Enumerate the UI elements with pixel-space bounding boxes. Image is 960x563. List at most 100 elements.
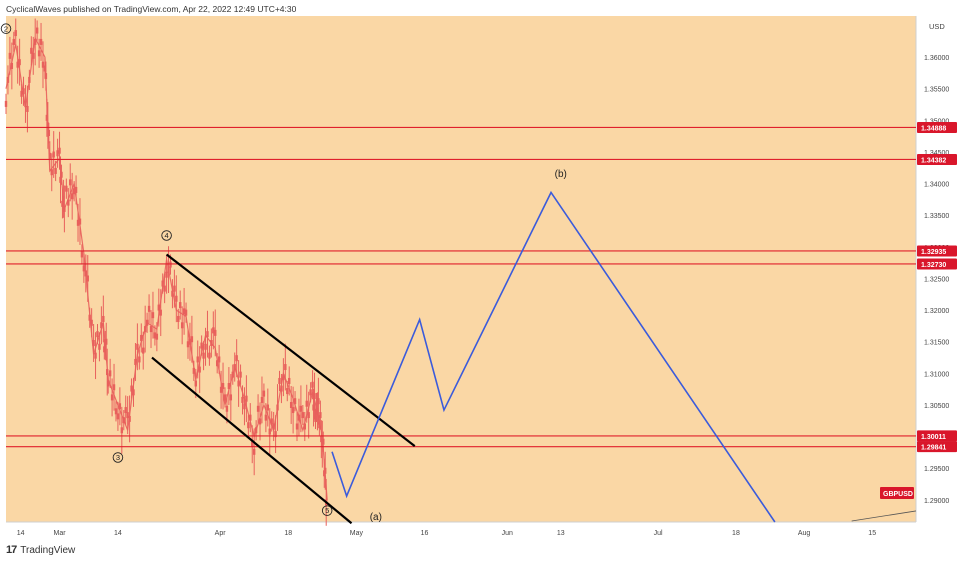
y-tick-label: 1.34500 xyxy=(924,150,949,157)
candle-body xyxy=(145,319,149,326)
candle-body xyxy=(186,341,190,348)
candle-body xyxy=(288,377,291,384)
candle-body xyxy=(110,394,114,401)
x-tick-label: Jun xyxy=(502,530,513,537)
candle-body xyxy=(47,130,51,137)
candle-body xyxy=(225,405,229,412)
candle-body xyxy=(78,218,82,225)
candle-body xyxy=(289,401,293,408)
candle-body xyxy=(28,76,31,83)
candle-body xyxy=(138,356,141,363)
candle-body xyxy=(210,340,213,347)
candle-body xyxy=(318,422,321,429)
candle-body xyxy=(293,398,297,405)
candle-body xyxy=(6,76,10,83)
candle-body xyxy=(229,394,233,401)
candle-body xyxy=(76,219,80,226)
y-tick-label: 1.32500 xyxy=(924,276,949,283)
y-tick-label: 1.35500 xyxy=(924,87,949,94)
candle-body xyxy=(297,414,301,421)
price-level-tag xyxy=(917,121,957,133)
candle-body xyxy=(155,333,159,340)
candle-body xyxy=(190,336,194,343)
y-tick-label: 1.31000 xyxy=(924,371,949,378)
brand-label: TradingView xyxy=(20,544,76,556)
candle-body xyxy=(303,423,306,430)
y-tick-label: 1.35000 xyxy=(924,118,949,125)
candle-body xyxy=(136,343,139,350)
candle-body xyxy=(161,280,164,287)
candle-body xyxy=(10,62,14,69)
price-level-tag xyxy=(917,153,957,165)
candle-body xyxy=(316,408,319,415)
x-tick-label: Aug xyxy=(798,530,811,537)
candle-body xyxy=(143,326,147,333)
trend-segment xyxy=(851,510,917,522)
candle-body xyxy=(130,385,133,392)
candle-body xyxy=(4,100,8,107)
candle-body xyxy=(291,407,295,414)
wave-label: 5 xyxy=(325,506,329,515)
candle-body xyxy=(96,331,99,338)
x-tick-label: 18 xyxy=(732,530,740,537)
candle-body xyxy=(202,352,205,359)
wave-label-circle xyxy=(161,230,172,241)
tradingview-footer[interactable]: 17 TradingView xyxy=(6,544,75,556)
candle-body xyxy=(212,327,215,334)
candle-body xyxy=(100,322,103,329)
candle-body xyxy=(147,305,151,312)
candle-body xyxy=(180,322,184,329)
candle-body xyxy=(163,285,166,292)
price-level-tag xyxy=(917,430,957,442)
candle-body xyxy=(299,405,303,412)
candle-body xyxy=(165,271,168,278)
candle-body xyxy=(134,358,137,365)
candle-body xyxy=(50,169,53,176)
plot-background xyxy=(6,16,916,522)
candle-body xyxy=(311,381,314,388)
channel-line xyxy=(151,356,353,525)
y-tick-label: 1.33500 xyxy=(924,213,949,220)
candle-body xyxy=(118,403,122,410)
candle-body xyxy=(74,186,78,193)
candle-body xyxy=(208,352,211,359)
price-level-tag xyxy=(917,441,957,453)
wave-label: (b) xyxy=(555,169,567,180)
wave-label: (a) xyxy=(370,512,382,523)
candle-body xyxy=(235,355,238,362)
candle-body xyxy=(260,396,264,403)
candle-body xyxy=(92,340,95,347)
candle-body xyxy=(132,389,135,396)
candle-body xyxy=(182,308,186,315)
candle-body xyxy=(245,395,248,402)
candle-body xyxy=(282,374,285,381)
x-tick-label: May xyxy=(350,530,364,537)
candle-body xyxy=(319,412,322,419)
symbol-tag xyxy=(880,487,914,499)
candle-body xyxy=(239,371,242,378)
x-tick-label: 14 xyxy=(17,530,25,537)
candle-body xyxy=(159,309,162,316)
candle-body xyxy=(67,199,70,206)
candle-body xyxy=(12,38,15,45)
candle-body xyxy=(223,394,227,401)
candle-body xyxy=(175,295,178,302)
candle-body xyxy=(251,441,254,448)
y-tick-label: 1.36000 xyxy=(924,55,949,62)
candle-body xyxy=(237,380,240,387)
channel-line xyxy=(165,253,416,447)
candle-body xyxy=(86,275,89,282)
candle-body xyxy=(324,467,327,474)
candle-body xyxy=(322,438,325,445)
candle-body xyxy=(58,147,61,154)
candle-body xyxy=(276,404,279,411)
wave-label-circle xyxy=(112,452,124,463)
candle-body xyxy=(90,319,93,326)
candle-body xyxy=(256,405,260,412)
candle-body xyxy=(266,404,270,411)
candle-body xyxy=(80,251,84,258)
candle-body xyxy=(215,360,219,367)
x-tick-label: 14 xyxy=(114,530,122,537)
candle-body xyxy=(231,371,234,378)
projection-path xyxy=(331,190,776,523)
